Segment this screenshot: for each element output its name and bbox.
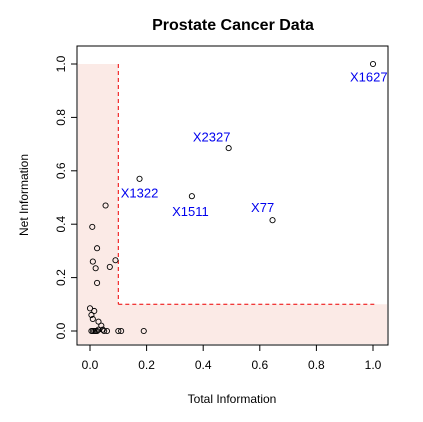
data-point [136, 175, 143, 182]
x-tick-label: 0.4 [195, 358, 212, 372]
point-annotation: X77 [251, 200, 274, 215]
data-point [95, 318, 102, 325]
data-point [103, 327, 111, 335]
data-point [140, 327, 147, 335]
y-tick-label: 0.0 [54, 322, 68, 339]
data-point [225, 145, 232, 152]
y-tick-label: 1.0 [54, 55, 68, 72]
data-point [369, 60, 377, 68]
x-tick-label: 0.0 [82, 358, 99, 372]
y-tick-label: 0.6 [54, 162, 68, 179]
data-point [89, 258, 96, 265]
plot-area: 0.0 0.2 0.4 0.6 0.8 1.0 0.0 0.2 0.4 0.6 0.8 1.0 X162… [54, 45, 389, 372]
point-annotation: X2327 [193, 129, 231, 144]
low-information-region [78, 64, 387, 344]
point-annotation: X1322 [121, 185, 159, 200]
data-point [95, 326, 102, 333]
data-point [86, 305, 94, 312]
data-point [269, 217, 276, 224]
data-point [106, 263, 113, 270]
data-point [101, 327, 108, 335]
x-tick-label: 1.0 [365, 358, 382, 372]
data-point [112, 257, 119, 264]
point-annotation: X1511 [172, 204, 209, 219]
y-axis-label: Net Information [17, 154, 31, 236]
x-tick-label: 0.8 [308, 358, 325, 372]
data-point [88, 311, 95, 319]
data-point [91, 307, 98, 315]
data-point [94, 279, 101, 286]
y-tick-label: 0.8 [54, 109, 68, 126]
x-axis-label: Total Information [188, 392, 277, 406]
y-tick-label: 0.4 [54, 216, 68, 233]
point-annotation: X1627 [350, 69, 388, 84]
data-point [118, 327, 125, 335]
data-point [94, 245, 101, 252]
data-point [115, 327, 122, 335]
x-tick-label: 0.6 [251, 358, 268, 372]
data-point [94, 327, 101, 335]
data-point [98, 322, 105, 329]
data-point [99, 326, 106, 333]
y-tick-label: 0.2 [54, 269, 68, 286]
plot-border [76, 45, 389, 346]
x-tick-label: 0.2 [138, 358, 155, 372]
chart-title: Prostate Cancer Data [152, 17, 314, 34]
data-point [102, 202, 109, 209]
data-point [92, 265, 99, 272]
data-point [89, 223, 96, 230]
data-point [188, 193, 195, 200]
data-point [89, 315, 96, 323]
